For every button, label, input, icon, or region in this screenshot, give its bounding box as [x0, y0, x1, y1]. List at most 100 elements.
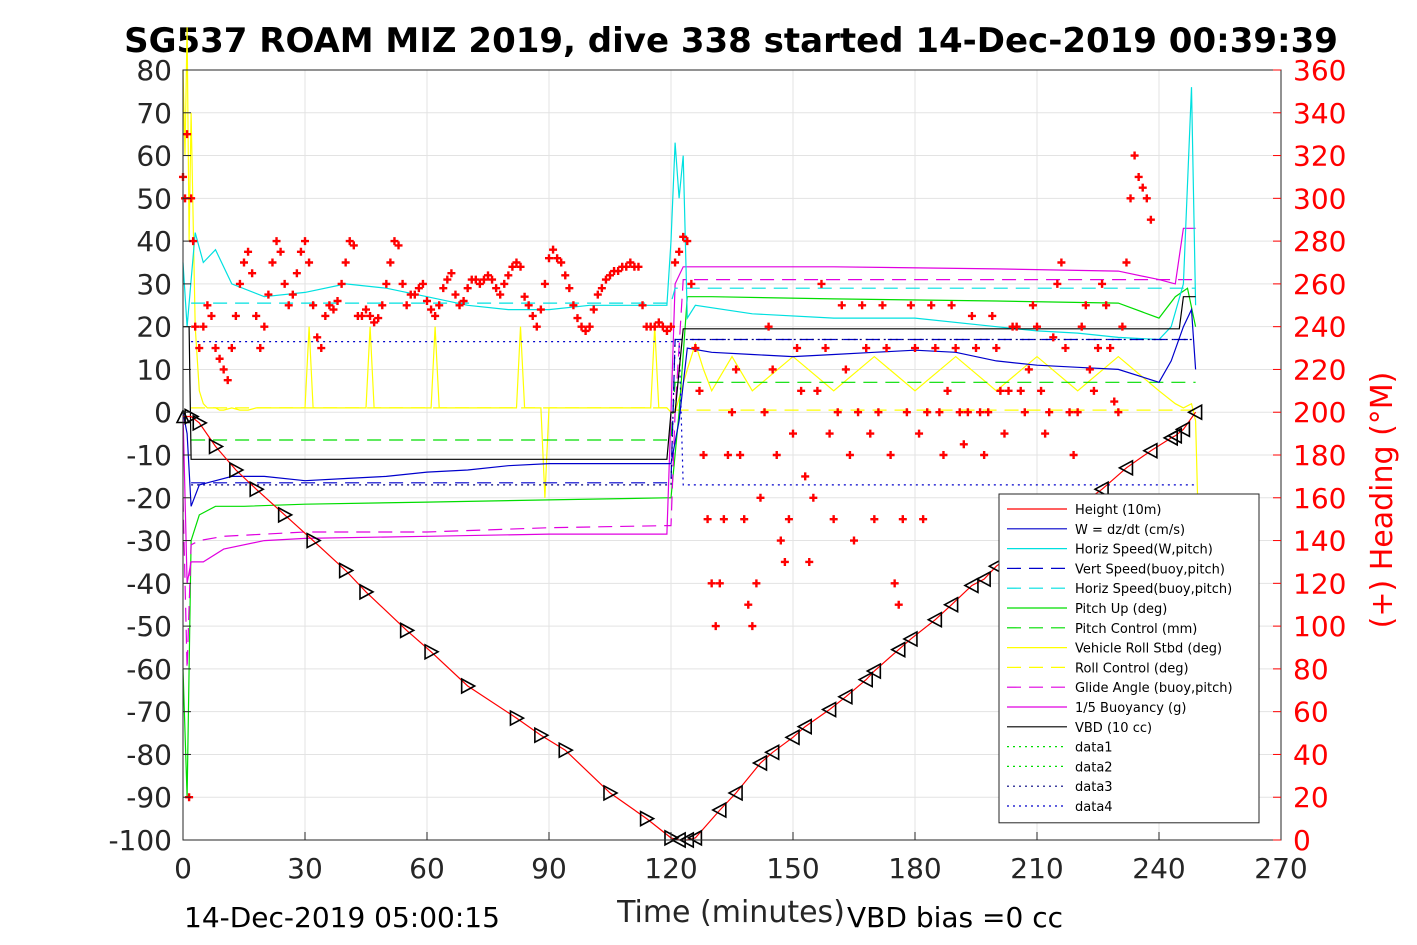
y2-tick-label: 20	[1293, 781, 1329, 814]
heading-point	[215, 354, 224, 363]
heading-point	[902, 408, 911, 417]
y-tick-label: 0	[154, 396, 172, 429]
y-tick-label: 60	[136, 140, 172, 173]
y-tick-label: -40	[126, 567, 172, 600]
heading-point	[349, 241, 358, 250]
heading-point	[418, 279, 427, 288]
heading-point	[772, 451, 781, 459]
heading-point	[817, 279, 826, 288]
heading-point	[227, 344, 236, 353]
height-marker	[727, 784, 743, 802]
heading-point	[240, 258, 248, 267]
y2-tick-label: 260	[1293, 268, 1346, 301]
heading-point	[199, 322, 208, 331]
height-marker	[424, 643, 440, 661]
heading-point	[1146, 215, 1155, 224]
heading-point	[1077, 322, 1086, 331]
heading-point	[711, 622, 720, 631]
heading-point	[374, 314, 383, 323]
heading-point	[671, 258, 680, 267]
heading-point	[878, 301, 887, 310]
y-tick-label: 30	[136, 268, 172, 301]
heading-point	[829, 515, 838, 524]
heading-point	[382, 279, 391, 288]
heading-point	[589, 305, 598, 314]
heading-point	[484, 271, 492, 280]
height-marker	[229, 461, 245, 479]
heading-point	[496, 290, 505, 299]
y2-tick-label: 280	[1293, 225, 1346, 258]
heading-point	[211, 344, 220, 353]
heading-point	[577, 322, 586, 331]
heading-point	[398, 279, 407, 288]
heading-point	[736, 451, 745, 459]
heading-point	[797, 386, 806, 395]
heading-point	[536, 305, 545, 314]
heading-point	[581, 326, 590, 335]
heading-point	[569, 301, 578, 310]
heading-point	[362, 305, 370, 314]
heading-point	[203, 301, 212, 310]
heading-point	[927, 301, 936, 310]
height-marker	[763, 743, 780, 761]
y-tick-label: 20	[136, 311, 172, 344]
heading-point	[488, 275, 497, 284]
heading-point	[459, 297, 468, 305]
heading-point	[475, 279, 484, 288]
heading-point	[561, 271, 570, 280]
heading-point	[992, 344, 1001, 353]
heading-point	[1106, 344, 1115, 353]
height-marker	[1142, 442, 1158, 460]
heading-point	[524, 301, 533, 310]
heading-point	[451, 290, 460, 299]
height-marker	[784, 728, 800, 746]
heading-point	[313, 333, 322, 342]
heading-point	[943, 386, 952, 395]
y2-tick-label: 100	[1293, 610, 1346, 643]
x-tick-label: 270	[1254, 852, 1307, 885]
y-tick-label: -50	[126, 610, 172, 643]
heading-point	[740, 515, 749, 524]
series-layer	[182, 27, 1199, 841]
legend-label: 1/5 Buoyancy (g)	[1075, 701, 1186, 716]
height-marker	[902, 630, 918, 648]
series-line	[191, 341, 1196, 486]
heading-point	[1130, 151, 1139, 160]
footer-vbd-bias: VBD bias =0 cc	[847, 901, 1063, 934]
heading-point	[1024, 365, 1033, 374]
heading-point	[1041, 429, 1050, 438]
heading-point	[658, 322, 667, 331]
chart-title: SG537 ROAM MIZ 2019, dive 338 started 14…	[124, 21, 1338, 61]
heading-point	[471, 275, 480, 284]
heading-point	[1045, 408, 1054, 417]
y-tick-label: -90	[126, 781, 172, 814]
height-marker	[184, 408, 200, 425]
heading-point	[597, 284, 606, 293]
heading-point	[272, 237, 281, 246]
heading-point	[390, 237, 399, 246]
heading-point	[732, 365, 741, 374]
height-marker	[820, 701, 837, 718]
height-marker	[837, 688, 853, 706]
series-line	[191, 287, 1196, 304]
height-marker	[865, 662, 882, 680]
x-tick-label: 180	[888, 852, 941, 885]
heading-point	[662, 326, 671, 335]
legend-label: data1	[1075, 741, 1113, 756]
heading-point	[854, 408, 863, 417]
heading-point	[813, 386, 822, 395]
x-tick-label: 60	[409, 852, 445, 885]
heading-point	[284, 301, 293, 310]
heading-point	[309, 301, 318, 310]
height-marker	[711, 801, 727, 819]
y-tick-label: -20	[126, 482, 172, 515]
heading-point	[276, 247, 285, 256]
legend-label: Vert Speed(buoy,pitch)	[1075, 562, 1225, 577]
heading-point	[703, 515, 712, 524]
legend-label: VBD (10 cc)	[1075, 721, 1152, 736]
heading-point	[882, 344, 891, 353]
heading-point	[935, 408, 944, 417]
heading-point	[219, 365, 228, 374]
height-marker	[306, 532, 322, 549]
heading-point	[1122, 258, 1131, 267]
